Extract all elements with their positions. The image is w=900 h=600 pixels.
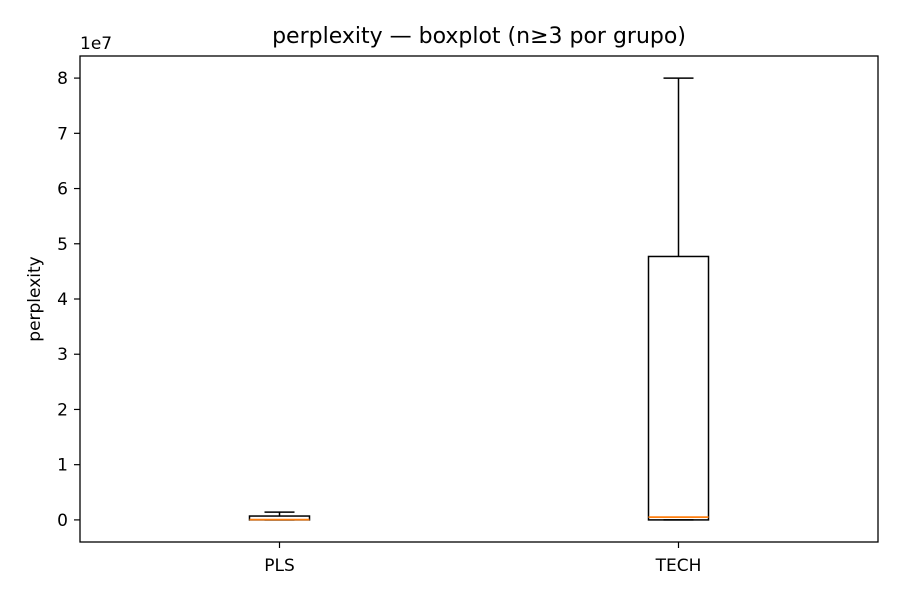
y-tick-label: 8	[57, 69, 68, 89]
box-pls	[248, 511, 311, 521]
y-tick-label: 3	[57, 345, 68, 365]
y-tick-label: 4	[57, 290, 68, 310]
boxes-group	[248, 77, 710, 521]
box-tech	[647, 77, 710, 521]
y-tick-label: 5	[57, 235, 68, 255]
y-tick-label: 2	[57, 400, 68, 420]
iqr-box	[647, 255, 710, 521]
plot-frame	[79, 55, 879, 543]
chart-title: perplexity — boxplot (n≥3 por grupo)	[272, 24, 686, 49]
x-tick-label: PLS	[264, 556, 295, 576]
x-axis-ticks: PLS TECH	[264, 542, 701, 576]
y-offset-label: 1e7	[80, 34, 112, 54]
x-tick-label: TECH	[655, 556, 702, 576]
y-tick-label: 1	[57, 456, 68, 476]
y-axis-ticks: 0 1 2 3 4 5 6 7 8	[57, 69, 80, 531]
y-axis-label: perplexity	[25, 256, 45, 341]
y-tick-label: 6	[57, 180, 68, 200]
y-tick-label: 7	[57, 124, 68, 144]
y-tick-label: 0	[57, 511, 68, 531]
